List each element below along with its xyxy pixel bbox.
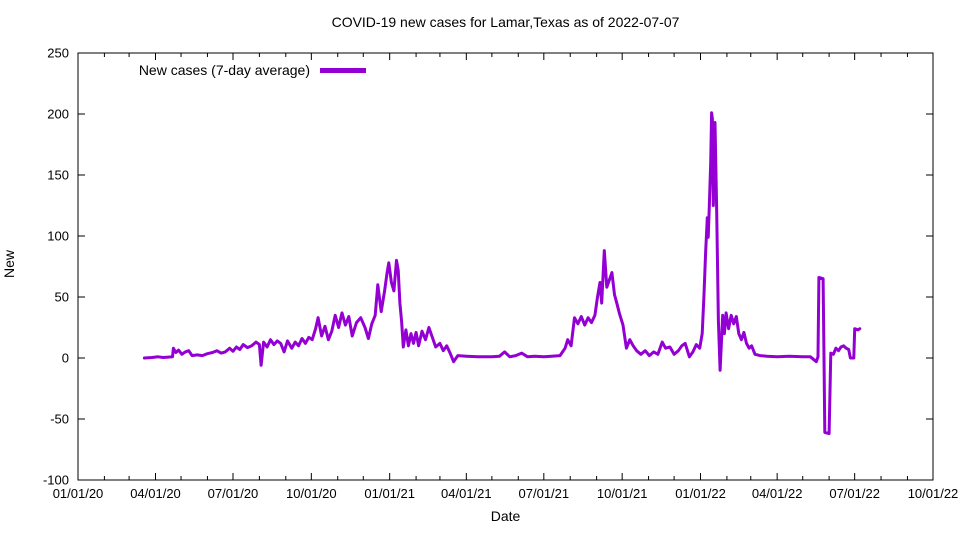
x-tick-label: 10/01/22	[908, 486, 959, 501]
y-axis-label: New	[1, 250, 17, 279]
x-axis-label: Date	[490, 508, 521, 524]
y-tick-label: 0	[62, 351, 69, 366]
x-tick-label: 01/01/21	[364, 486, 415, 501]
plot-border	[77, 52, 934, 481]
x-tick-label: 01/01/20	[53, 486, 104, 501]
y-tick-label: 200	[47, 107, 69, 122]
chart-title: COVID-19 new cases for Lamar,Texas as of…	[331, 14, 680, 30]
legend-label: New cases (7-day average)	[138, 62, 310, 78]
y-tick-label: -50	[50, 412, 69, 427]
x-tick-label: 10/01/20	[286, 486, 337, 501]
y-tick-label: -100	[43, 473, 69, 488]
x-tick-label: 04/01/22	[752, 486, 803, 501]
legend: New cases (7-day average)	[0, 62, 960, 80]
x-tick-label: 10/01/21	[597, 486, 648, 501]
legend-line-sample	[320, 68, 366, 73]
x-tick-label: 01/01/22	[675, 486, 726, 501]
series-line	[142, 111, 862, 436]
y-tick-label: 250	[47, 46, 69, 61]
x-tick-label: 04/01/21	[441, 486, 492, 501]
x-tick-label: 07/01/21	[519, 486, 570, 501]
x-tick-label: 07/01/20	[208, 486, 259, 501]
y-tick-label: 100	[47, 229, 69, 244]
x-tick-label: 04/01/20	[130, 486, 181, 501]
x-tick-label: 07/01/22	[829, 486, 880, 501]
y-tick-label: 150	[47, 168, 69, 183]
y-tick-label: 50	[55, 290, 69, 305]
